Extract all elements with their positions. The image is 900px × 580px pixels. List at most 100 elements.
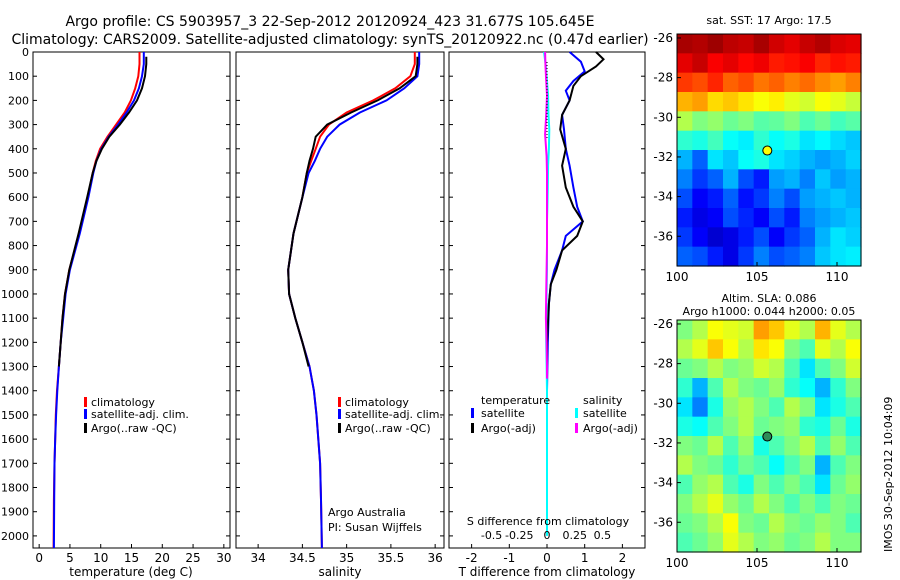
heatmap-cell [723,378,739,398]
heatmap-cell [769,339,785,360]
heatmap-cell [784,320,801,340]
heatmap-cell [784,436,801,456]
heatmap-cell [707,436,724,456]
heatmap-cell [677,34,693,54]
heatmap-cell [799,416,816,437]
heatmap-cell [769,169,785,190]
heatmap-cell [707,513,724,534]
lat-tick-label: -32 [653,150,673,164]
heatmap-cell [707,227,724,248]
heatmap-cell [692,227,709,248]
heatmap-cell [723,494,739,514]
heatmap-cell [692,188,709,209]
legend-label-s-argo: Argo(-adj) [583,422,638,435]
heatmap-cell [799,474,816,495]
heatmap-cell [769,246,785,267]
heatmap-cell [815,513,831,534]
heatmap-cell [753,208,770,228]
heatmap-cell [753,416,770,437]
series-line-temperature-climatology [52,52,141,549]
heatmap-cell [707,111,724,132]
heatmap-cell [753,53,770,74]
legend-label-argo: Argo(..raw -QC) [91,422,177,435]
x-tick-label: 0 [543,551,551,565]
heatmap-cell [677,169,693,190]
heatmap-cell [830,474,847,495]
s-difference-label: S difference from climatology [467,515,630,528]
heatmap-cell [677,455,693,476]
heatmap-cell [738,494,755,514]
heatmap-cell [830,34,847,54]
heatmap-cell [815,358,831,379]
heatmap-cell [799,150,816,170]
heatmap-cell [723,513,739,534]
heatmap-cell [845,494,862,514]
x-tick-label: 36 [428,551,443,565]
heatmap-cell [815,474,831,495]
heatmap-cell [677,188,693,209]
heatmap-cell [815,378,831,398]
heatmap-cell [707,455,724,476]
heatmap-cell [845,474,862,495]
lat-tick-label: -34 [653,476,673,490]
heatmap-cell [723,227,739,248]
heatmap-cell [799,339,816,360]
heatmap-cell [769,474,785,495]
heatmap-cell [784,150,801,170]
heatmap-cell [738,150,755,170]
heatmap-cell [845,358,862,379]
heatmap-cell [830,513,847,534]
salinity-series-layer [287,52,421,549]
x-tick-label: 10 [93,551,108,565]
heatmap-cell [784,532,801,553]
y-tick-label: 300 [8,119,29,132]
heatmap-cell [753,92,770,112]
heatmap-cell [753,72,770,93]
legend-label-s-satellite: satellite [583,407,627,420]
salinity-xlabel: salinity [318,565,361,579]
sla-map-panel: Altim. SLA: 0.086 Argo h1000: 0.044 h200… [653,292,862,570]
y-tick-label: 200 [8,94,29,107]
heatmap-cell [738,34,755,54]
heatmap-cell [799,34,816,54]
heatmap-cell [677,92,693,112]
temperature-legend: climatology satellite-adj. clim. Argo(..… [84,396,189,435]
heatmap-cell [784,378,801,398]
lon-tick-label: 100 [666,556,689,570]
heatmap-cell [769,416,785,437]
y-tick-label: 1600 [1,433,29,446]
heatmap-cell [677,72,693,93]
heatmap-cell [830,188,847,209]
heatmap-cell [845,111,862,132]
heatmap-cell [845,246,862,267]
heatmap-cell [723,130,739,151]
heatmap-cell [707,92,724,112]
heatmap-cell [723,358,739,379]
heatmap-cell [830,130,847,151]
heatmap-cell [784,208,801,228]
heatmap-cell [845,169,862,190]
heatmap-cell [753,320,770,340]
heatmap-cell [815,397,831,418]
heatmap-cell [723,397,739,418]
heatmap-cell [738,397,755,418]
salinity-legend: climatology satellite-adj. clim. Argo(..… [338,396,443,435]
heatmap-cell [707,208,724,228]
heatmap-cell [799,169,816,190]
x-tick-label: 5 [66,551,74,565]
heatmap-cell [753,358,770,379]
lat-tick-label: -28 [653,71,673,85]
series-line-salinity-argo-raw-qc- [287,56,419,367]
heatmap-cell [784,397,801,418]
heatmap-cell [692,169,709,190]
y-tick-label: 1900 [1,506,29,519]
heatmap-cell [845,72,862,93]
temperature-plot-frame [32,51,231,549]
series-line-differences-argo-adj--salinity [544,51,549,379]
x-tick-label: 35.5 [378,551,405,565]
heatmap-cell [799,227,816,248]
heatmap-cell [753,227,770,248]
heatmap-cell [707,72,724,93]
y-tick-label: 1400 [1,385,29,398]
heatmap-cell [677,474,693,495]
